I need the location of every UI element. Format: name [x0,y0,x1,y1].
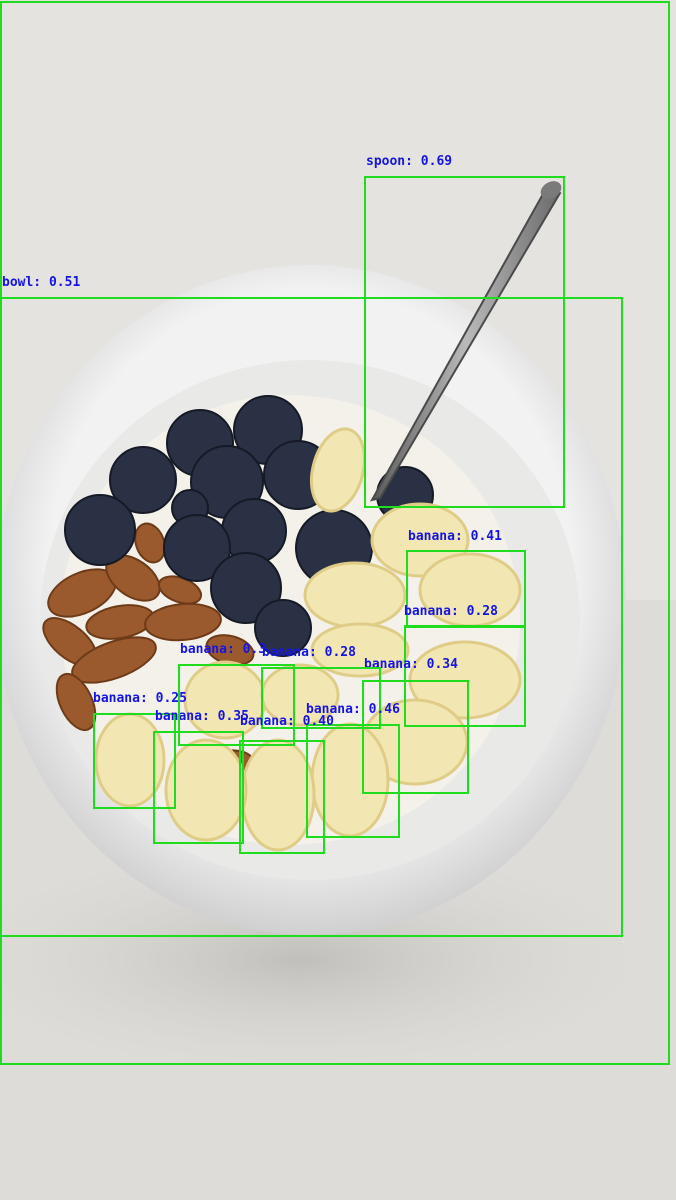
detection-label-banana: banana: 0.3 [180,642,267,657]
detection-label-banana: banana: 0.25 [93,691,187,706]
detection-label-banana: banana: 0.40 [240,714,334,729]
detection-box-banana [306,724,400,838]
detection-label-bowl: bowl: 0.51 [2,275,81,290]
detection-label-spoon: spoon: 0.69 [366,154,453,169]
detection-box-banana [406,550,526,628]
detection-box-banana [93,713,176,809]
detection-label-banana: banana: 0.41 [408,529,502,544]
detection-label-banana: banana: 0.46 [306,702,400,717]
detection-box-banana [404,625,526,727]
detection-box-image [0,1,670,1065]
detection-box-banana [239,740,325,854]
detection-box-spoon [364,176,565,508]
detection-label-banana: banana: 0.34 [364,657,458,672]
detection-box-banana [261,667,381,729]
detection-label-banana: banana: 0.28 [404,604,498,619]
detection-label-banana: banana: 0.28 [262,645,356,660]
detection-box-banana [153,731,244,844]
detection-box-banana [362,680,469,794]
detection-box-banana [178,664,295,746]
